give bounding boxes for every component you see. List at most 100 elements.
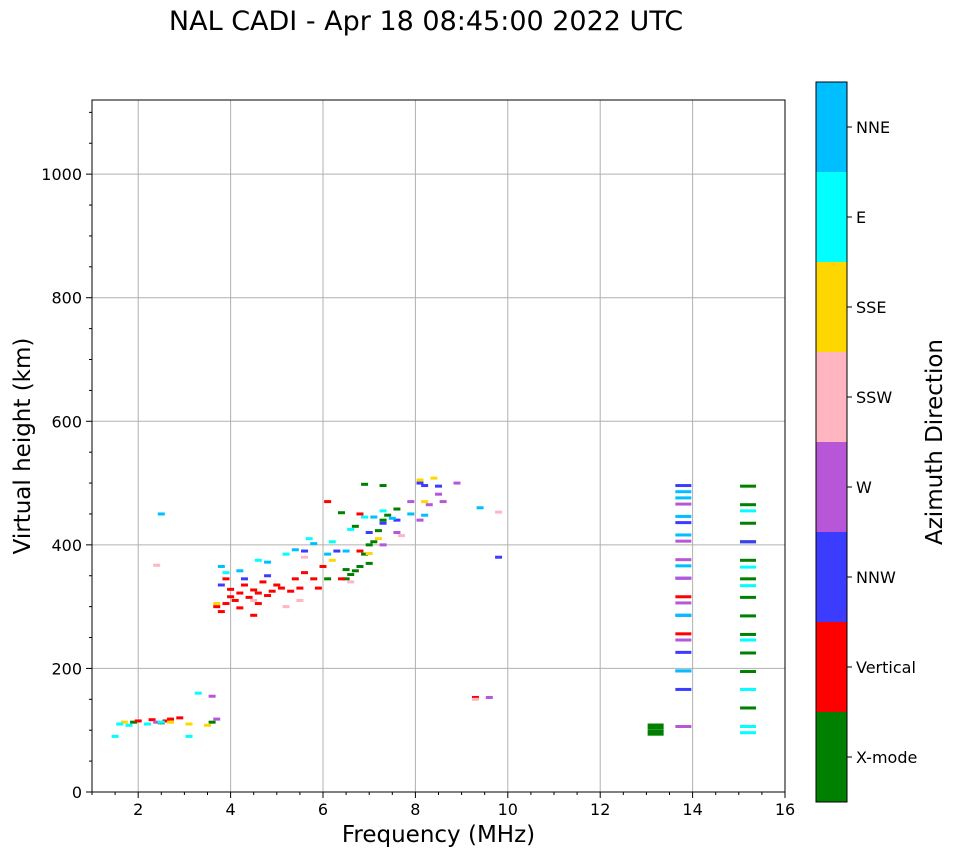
data-point-nne (675, 564, 692, 568)
data-point-vertical (167, 717, 175, 721)
colorbar-swatch-w (816, 442, 847, 532)
data-point-e (111, 734, 119, 738)
y-tick-label: 1000 (41, 165, 82, 184)
data-point-w (675, 638, 692, 642)
colorbar-swatch-nne (816, 82, 847, 172)
colorbar-tick-label: X-mode (856, 748, 917, 767)
data-point-nne (476, 506, 484, 510)
data-point-nne (675, 514, 692, 518)
data-point-vertical (319, 564, 327, 568)
data-point-nnw (675, 484, 692, 488)
x-axis-label: Frequency (MHz) (342, 822, 535, 848)
data-point-ssw (301, 555, 309, 559)
data-point-vertical (227, 595, 235, 599)
data-point-e (222, 571, 230, 575)
data-point-nne (324, 552, 332, 556)
data-point-x-mode (130, 720, 138, 724)
data-point-e (125, 723, 133, 727)
x-tick-label: 2 (133, 800, 143, 819)
data-point-e (379, 509, 387, 513)
data-point-e (740, 565, 757, 569)
data-point-w (407, 500, 415, 504)
colorbar-swatch-sse (816, 262, 847, 352)
data-point-x-mode (356, 564, 364, 568)
data-point-vertical (301, 571, 309, 575)
data-point-vertical (176, 716, 184, 720)
data-point-e (157, 720, 165, 724)
data-point-vertical (337, 577, 345, 581)
colorbar-swatch-vertical (816, 622, 847, 712)
data-point-x-mode (342, 568, 350, 572)
data-point-nne (342, 549, 350, 553)
data-point-e (361, 515, 369, 519)
data-point-w (393, 531, 401, 534)
data-point-e (328, 540, 336, 544)
data-point-nne (291, 548, 299, 552)
data-point-vertical (675, 595, 692, 599)
colorbar-tick-label: NNW (856, 568, 896, 587)
data-point-w (453, 481, 461, 485)
y-tick-label: 600 (51, 412, 82, 431)
colorbar-label: Azimuth Direction (922, 339, 948, 545)
data-point-vertical (291, 577, 299, 581)
data-point-vertical (222, 577, 230, 581)
data-point-w (675, 558, 692, 562)
data-point-sse (120, 720, 128, 724)
data-point-sse (185, 722, 193, 726)
data-point-ssw (495, 510, 503, 514)
data-point-nnw (675, 650, 692, 654)
data-point-vertical (264, 594, 272, 598)
data-point-x-mode (337, 511, 345, 515)
data-point-vertical (310, 577, 318, 581)
data-point-e (143, 722, 151, 726)
data-point-vertical (356, 549, 364, 553)
data-point-vertical (231, 598, 239, 602)
data-point-e (282, 552, 290, 556)
data-point-x-mode (647, 723, 664, 730)
data-points (111, 476, 757, 738)
data-point-nnw (393, 518, 401, 522)
data-point-w (416, 518, 424, 522)
data-point-x-mode (361, 552, 369, 556)
data-point-e (116, 722, 124, 726)
data-point-x-mode (384, 513, 392, 517)
data-point-x-mode (740, 577, 757, 581)
y-tick-label: 800 (51, 289, 82, 308)
data-point-x-mode (647, 729, 664, 736)
data-point-nne (675, 496, 692, 500)
data-point-nnw (379, 521, 387, 525)
x-tick-label: 8 (410, 800, 420, 819)
data-point-x-mode (347, 573, 355, 577)
colorbar-frame (815, 81, 848, 803)
data-point-nne (264, 560, 272, 564)
data-point-x-mode (740, 670, 757, 674)
data-point-x-mode (351, 524, 359, 528)
data-point-e (740, 509, 757, 513)
data-point-x-mode (740, 503, 757, 507)
data-point-e (305, 537, 313, 541)
data-point-x-mode (740, 484, 757, 488)
data-point-vertical (240, 583, 248, 587)
data-point-vertical (245, 595, 253, 599)
data-point-sse (374, 537, 382, 541)
data-point-x-mode (740, 614, 757, 618)
data-point-ssw (153, 563, 161, 567)
x-tick-label: 12 (590, 800, 610, 819)
data-point-w (208, 694, 216, 698)
colorbar-swatch-x-mode (816, 712, 847, 802)
data-point-vertical (236, 591, 244, 595)
data-point-vertical (314, 586, 322, 590)
data-point-vertical (213, 605, 221, 609)
data-point-e (740, 731, 757, 735)
x-tick-label: 6 (318, 800, 328, 819)
data-point-nne (370, 515, 378, 519)
data-point-vertical (259, 580, 267, 584)
data-point-ssw (347, 580, 355, 584)
data-point-x-mode (740, 706, 757, 710)
data-point-nnw (740, 540, 757, 544)
data-point-x-mode (740, 632, 757, 636)
data-point-sse (430, 476, 438, 480)
data-point-w (425, 503, 433, 507)
data-point-nne (310, 542, 318, 546)
colorbar: X-mode Vertical NNW W SSW SSE E NNE (815, 81, 917, 803)
